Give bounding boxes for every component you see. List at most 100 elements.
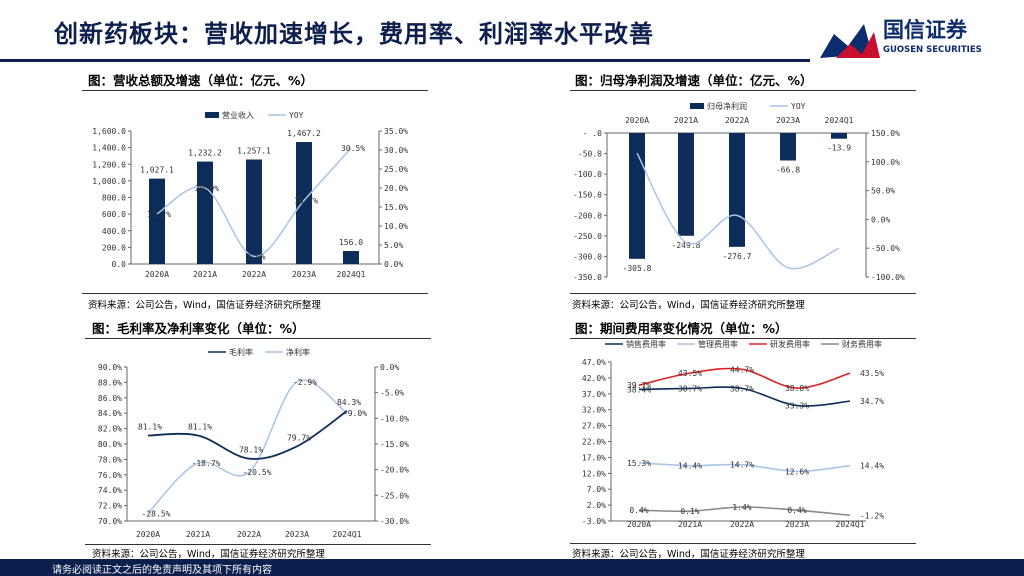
c4-legend-label: 管理费用率: [698, 339, 738, 349]
c1-tick-label-right: 20.0%: [384, 184, 408, 193]
c2-bar: [629, 133, 645, 259]
c4-sales-label: 38.7%: [730, 384, 754, 393]
c4-admin-label: 14.4%: [678, 462, 702, 471]
chart3-title: 图：毛利率及净利率变化（单位：%）: [92, 321, 305, 336]
chart3-source: 资料来源：公司公告，Wind，国信证券经济研究所整理: [92, 549, 325, 560]
panel2-rule: [570, 90, 916, 91]
c1-tick-label-left: 1,200.0: [92, 160, 126, 169]
c1-tick-label-left: 200.0: [102, 243, 126, 252]
chart1-source: 资料来源：公司公告，Wind，国信证券经济研究所整理: [88, 300, 321, 311]
c2-bar-label: -66.8: [776, 165, 800, 174]
c2-tick-label-left: -100.0: [573, 170, 602, 179]
c2-tick-label-left: -300.0: [573, 252, 602, 261]
c3-net-margin-line: [147, 379, 348, 514]
c4-legend-label: 销售费用率: [626, 339, 666, 349]
c1-line-label: 30.5%: [341, 144, 365, 153]
c1-tick-label-left: 1,400.0: [92, 144, 126, 153]
c1-tick-label-right: 0.0%: [384, 260, 403, 269]
c4-sales-line: [638, 386, 851, 407]
c2-bar-label: -13.9: [827, 144, 851, 153]
c1-bar: [149, 178, 165, 264]
c4-rnd-label: 43.5%: [678, 369, 702, 378]
c4-rnd-label: 39.7%: [627, 381, 651, 390]
c3-tick-label-right: -20.0%: [380, 466, 409, 475]
c4-rnd-label: 38.8%: [785, 384, 809, 393]
c4-admin-label: 15.3%: [627, 459, 651, 468]
logo-blue-wave: [820, 24, 872, 58]
c3-tick-label-right: -10.0%: [380, 414, 409, 423]
c2-tick-label-left: -50.0: [578, 150, 602, 159]
c3-tick-label-left: 90.0%: [98, 363, 122, 372]
c1-tick-label-left: 800.0: [102, 194, 126, 203]
c4-category-label: 2023A: [785, 520, 809, 529]
c4-rnd-line: [638, 367, 851, 389]
c3-legend-label: 毛利率: [229, 347, 253, 357]
c1-bar: [343, 251, 359, 264]
c4-sales-label: 38.4%: [627, 385, 651, 394]
c2-tick-label-left: -350.0: [573, 273, 602, 282]
c3-category-label: 2020A: [136, 530, 160, 539]
c4-finance-line: [638, 506, 851, 517]
footer-bar: [0, 559, 1024, 576]
c2-bar: [831, 133, 847, 139]
c1-bar-label: 1,257.1: [237, 147, 271, 156]
c1-line-label: 2.0%: [246, 252, 265, 261]
logo-red-wave: [836, 32, 880, 58]
c4-tick-label-left: 47.0%: [582, 358, 606, 367]
c2-yoy-line: [636, 152, 840, 270]
c4-admin-label: 14.4%: [860, 462, 884, 471]
c2-tick-label-left: - .0: [583, 129, 602, 138]
c2-tick-label-left: -150.0: [573, 191, 602, 200]
c1-tick-label-left: 1,600.0: [92, 127, 126, 136]
c2-tick-label-right: 0.0%: [871, 215, 890, 224]
c4-legend-label: 研发费用率: [770, 339, 810, 349]
c3-tick-label-left: 80.0%: [98, 440, 122, 449]
panel1-bottom-rule: [82, 293, 428, 294]
c3-gross-margin-line: [147, 410, 348, 460]
c4-category-label: 2022A: [730, 520, 754, 529]
c2-bar-label: -276.7: [723, 252, 752, 261]
c2-tick-label-right: 150.0%: [871, 129, 900, 138]
c3-gross-margin-label: 78.1%: [239, 446, 263, 455]
c4-sales-label: 34.7%: [860, 397, 884, 406]
c1-tick-label-left: 400.0: [102, 227, 126, 236]
c4-sales-label: 33.3%: [785, 402, 809, 411]
c1-bar-label: 1,027.1: [140, 166, 174, 175]
panel1-rule: [82, 90, 428, 91]
c1-legend-label: 营业收入: [222, 110, 254, 120]
c2-category-label: 2020A: [625, 116, 649, 125]
c1-bar-label: 1,232.2: [188, 149, 222, 158]
panel4-rule: [570, 338, 916, 339]
c1-tick-label-left: 0.0: [112, 260, 127, 269]
c4-tick-label-left: 7.0%: [587, 485, 606, 494]
c3-gross-margin-label: 81.1%: [188, 423, 212, 432]
c4-tick-label-left: 2.0%: [587, 501, 606, 510]
c2-bar: [678, 133, 694, 236]
c3-tick-label-left: 76.0%: [98, 471, 122, 480]
c1-tick-label-right: 15.0%: [384, 203, 408, 212]
c3-tick-label-left: 78.0%: [98, 455, 122, 464]
c3-category-label: 2021A: [186, 530, 210, 539]
title-underline: [0, 59, 810, 62]
c1-tick-label-right: 30.0%: [384, 146, 408, 155]
c1-line-label: 16.7%: [294, 197, 318, 206]
c3-tick-label-right: 0.0%: [380, 363, 399, 372]
c1-category-label: 2021A: [193, 270, 217, 279]
c2-tick-label-right: 50.0%: [871, 187, 895, 196]
c1-tick-label-right: 10.0%: [384, 222, 408, 231]
c1-tick-label-right: 25.0%: [384, 165, 408, 174]
c1-category-label: 2020A: [145, 270, 169, 279]
c1-bar: [246, 159, 262, 264]
footer-disclaimer: 请务必阅读正文之后的免责声明及其项下所有内容: [52, 565, 272, 576]
page-title: 创新药板块：营收加速增长，费用率、利润率水平改善: [54, 20, 654, 48]
c1-yoy-line: [156, 147, 352, 258]
c1-category-label: 2022A: [242, 270, 266, 279]
c3-tick-label-left: 86.0%: [98, 394, 122, 403]
c1-bar-label: 1,467.2: [287, 129, 321, 138]
c2-legend-label: YOY: [791, 102, 806, 111]
c2-tick-label-right: 100.0%: [871, 158, 900, 167]
c2-bar-label: -305.8: [623, 264, 652, 273]
c4-category-label: 2020A: [627, 520, 651, 529]
c4-rnd-label: 43.5%: [860, 369, 884, 378]
